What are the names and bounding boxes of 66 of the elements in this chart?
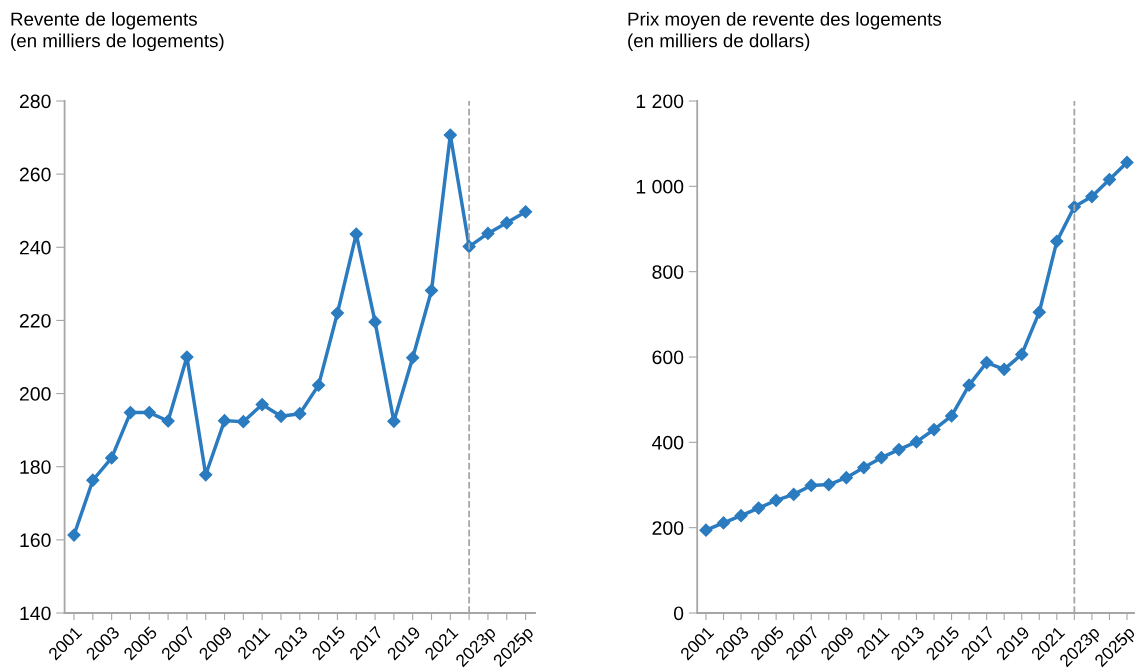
point [199,468,213,482]
point [892,442,906,457]
point [255,397,269,412]
point [123,406,138,420]
point [822,477,836,492]
y-tick-label: 1 000 [636,179,684,194]
point [406,351,420,365]
point [1050,234,1064,248]
y-tick-label: 600 [652,350,684,365]
point [980,355,994,370]
point [874,451,888,465]
point [105,451,119,465]
point [734,509,748,523]
point [500,216,514,230]
point [909,435,924,449]
y-tick-label: 180 [20,460,51,474]
y-tick-label: 0 [673,606,684,621]
point [424,283,439,298]
point [293,407,307,421]
point [699,523,713,537]
y-tick-label: 240 [19,240,51,255]
y-tick-label: 280 [19,94,51,109]
point [857,460,871,475]
y-tick-label: 200 [652,521,684,535]
point [330,306,345,320]
point [752,501,766,515]
point [1085,189,1099,204]
point [1015,347,1029,362]
point [839,471,853,485]
point [481,226,495,240]
point [312,378,326,392]
point [180,350,194,364]
point [1102,172,1117,187]
point [769,493,783,507]
point [1032,305,1046,319]
y-tick-label: 400 [652,435,684,450]
point [519,205,533,219]
y-tick-label: 140 [20,606,51,621]
point [787,487,801,501]
point [944,409,959,423]
point [274,409,288,423]
point [217,414,232,428]
point [443,128,457,142]
point [997,362,1011,376]
y-tick-label: 220 [19,313,51,328]
point [349,227,363,241]
point [962,378,976,392]
point [142,406,156,420]
point [161,414,175,428]
point [1120,155,1134,170]
y-tick-label: 1 200 [636,94,684,109]
point [927,422,941,437]
chart-title: Prix moyen de revente des logements (en milliers de dollars) [628,12,942,52]
chart-title: Revente de logements (en milliers de logements) [11,12,224,52]
y-tick-label: 200 [19,387,51,401]
point [387,414,401,428]
point [368,315,382,329]
point [462,239,476,254]
y-tick-label: 260 [19,167,51,182]
y-tick-label: 160 [20,533,51,548]
point [804,478,818,493]
y-tick-label: 800 [652,265,684,279]
point [86,473,100,487]
point [236,415,250,429]
point [716,516,731,530]
point [67,528,81,542]
